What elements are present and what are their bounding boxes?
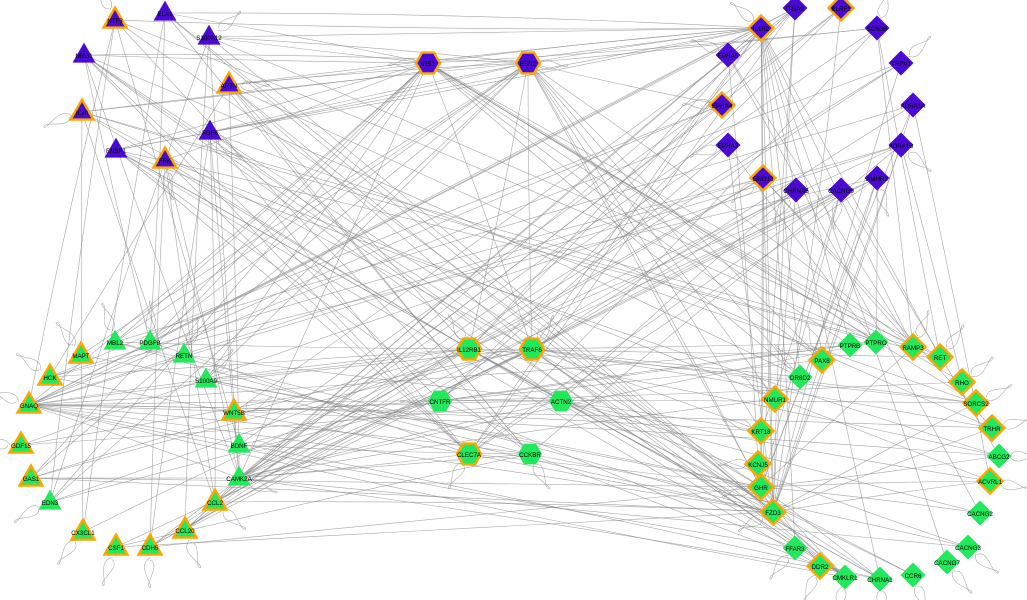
svg-text:CCL20: CCL20 bbox=[175, 528, 195, 535]
svg-text:HCK: HCK bbox=[43, 375, 57, 382]
svg-text:IL20: IL20 bbox=[76, 110, 89, 117]
svg-text:FFAR3: FFAR3 bbox=[785, 546, 805, 553]
svg-text:PDGFB: PDGFB bbox=[139, 340, 160, 347]
svg-text:KLRF1: KLRF1 bbox=[831, 6, 851, 13]
svg-text:CHRNA5: CHRNA5 bbox=[783, 188, 809, 195]
svg-text:CCL2: CCL2 bbox=[207, 500, 223, 507]
svg-text:ITGA8: ITGA8 bbox=[786, 6, 804, 13]
svg-text:EPHA5: EPHA5 bbox=[718, 53, 739, 60]
svg-text:CACNG7: CACNG7 bbox=[934, 560, 960, 567]
svg-text:ARTN: ARTN bbox=[221, 83, 238, 90]
svg-text:PTPRO: PTPRO bbox=[865, 340, 887, 347]
svg-text:DDR2: DDR2 bbox=[812, 564, 829, 571]
svg-text:EDN3: EDN3 bbox=[42, 500, 59, 507]
svg-text:EPHA4: EPHA4 bbox=[712, 103, 733, 110]
svg-text:CAMK2A: CAMK2A bbox=[226, 476, 252, 483]
svg-text:GNG13: GNG13 bbox=[753, 176, 775, 183]
svg-text:TRHR: TRHR bbox=[983, 426, 1001, 433]
svg-text:CSF1: CSF1 bbox=[108, 545, 124, 552]
svg-text:PTPRB: PTPRB bbox=[840, 343, 861, 350]
svg-text:FNBP1: FNBP1 bbox=[106, 148, 127, 155]
svg-text:CX3CL1: CX3CL1 bbox=[71, 530, 95, 537]
svg-text:CDH5: CDH5 bbox=[142, 545, 159, 552]
svg-text:FGF6: FGF6 bbox=[202, 130, 218, 137]
svg-text:NMUR1: NMUR1 bbox=[764, 397, 787, 404]
svg-text:BDNF: BDNF bbox=[231, 443, 248, 450]
svg-text:CACNG9: CACNG9 bbox=[828, 188, 854, 195]
svg-text:GDF15: GDF15 bbox=[11, 443, 32, 450]
svg-text:CACNG3: CACNG3 bbox=[955, 545, 981, 552]
svg-text:IL1R2: IL1R2 bbox=[753, 26, 770, 33]
svg-text:S100A12: S100A12 bbox=[196, 35, 222, 42]
svg-text:CNTFR: CNTFR bbox=[430, 399, 451, 406]
svg-text:NRG1: NRG1 bbox=[75, 53, 93, 60]
svg-text:CLEC7A: CLEC7A bbox=[457, 452, 482, 459]
svg-text:ACVRL1: ACVRL1 bbox=[978, 479, 1003, 486]
svg-text:ACTN2: ACTN2 bbox=[551, 399, 572, 406]
svg-text:RHO: RHO bbox=[955, 380, 969, 387]
svg-text:FZD3: FZD3 bbox=[765, 510, 781, 517]
svg-text:EPHA3: EPHA3 bbox=[718, 143, 739, 150]
svg-text:TRAF6: TRAF6 bbox=[522, 347, 542, 354]
svg-text:SORCS2: SORCS2 bbox=[963, 401, 989, 408]
svg-text:CMKLR1: CMKLR1 bbox=[832, 575, 858, 582]
svg-text:RET: RET bbox=[934, 355, 947, 362]
svg-text:ADRA1B: ADRA1B bbox=[889, 143, 914, 150]
svg-text:KCNJ5: KCNJ5 bbox=[748, 462, 768, 469]
svg-text:GHR: GHR bbox=[754, 485, 768, 492]
svg-text:MBL2: MBL2 bbox=[107, 340, 124, 347]
svg-text:IRS1: IRS1 bbox=[421, 61, 435, 68]
svg-text:RETN: RETN bbox=[176, 353, 193, 360]
svg-text:IL12RB1: IL12RB1 bbox=[457, 347, 482, 354]
svg-text:KRT18: KRT18 bbox=[751, 429, 771, 436]
svg-text:WNT5B: WNT5B bbox=[223, 410, 245, 417]
svg-text:AMHR2: AMHR2 bbox=[866, 176, 888, 183]
svg-text:ABCG2: ABCG2 bbox=[989, 454, 1011, 461]
svg-text:NTF3: NTF3 bbox=[107, 18, 123, 25]
svg-text:GAS1: GAS1 bbox=[23, 476, 40, 483]
svg-text:OR8D2: OR8D2 bbox=[790, 375, 811, 382]
svg-text:TRPV1: TRPV1 bbox=[891, 61, 912, 68]
svg-text:MAPT: MAPT bbox=[72, 353, 89, 360]
svg-text:FRK: FRK bbox=[159, 158, 172, 165]
svg-text:PAX8: PAX8 bbox=[814, 358, 830, 365]
svg-text:GNAQ: GNAQ bbox=[20, 403, 38, 410]
svg-text:CCKBR: CCKBR bbox=[519, 452, 541, 459]
svg-text:CHRNA1: CHRNA1 bbox=[867, 577, 893, 584]
svg-text:RAMP3: RAMP3 bbox=[902, 345, 924, 352]
svg-text:ELA1: ELA1 bbox=[157, 11, 173, 18]
svg-text:CACNG2: CACNG2 bbox=[967, 511, 993, 518]
svg-text:ADRA1A: ADRA1A bbox=[901, 103, 927, 110]
svg-text:CCR6: CCR6 bbox=[905, 573, 922, 580]
svg-text:S100A9: S100A9 bbox=[195, 378, 218, 385]
svg-text:SCN3B: SCN3B bbox=[867, 26, 888, 33]
svg-text:ESR2: ESR2 bbox=[520, 61, 537, 68]
